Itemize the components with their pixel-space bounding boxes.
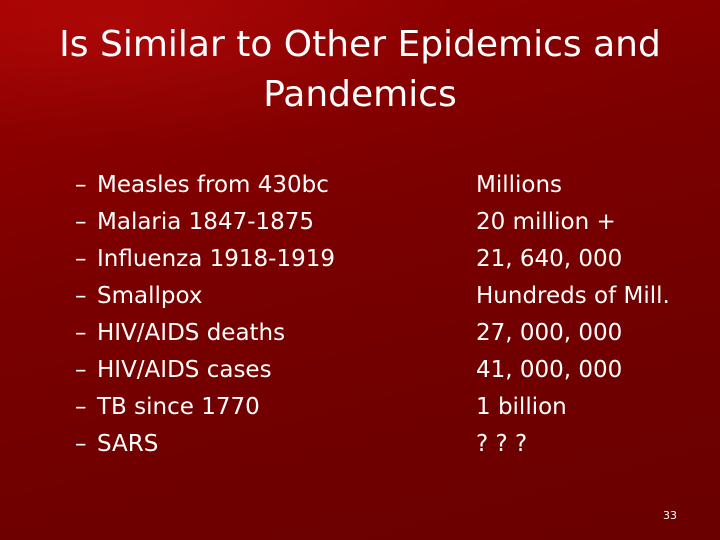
bullet-dash: – bbox=[75, 394, 87, 420]
disease-list: – Measles from 430bc – Malaria 1847-1875 –… bbox=[75, 167, 335, 463]
disease-label: Smallpox bbox=[97, 283, 203, 309]
bullet-dash: – bbox=[75, 431, 87, 457]
bullet-dash: – bbox=[75, 172, 87, 198]
disease-label: Measles from 430bc bbox=[97, 172, 329, 198]
disease-item: – TB since 1770 bbox=[75, 389, 335, 426]
slide-title: Is Similar to Other Epidemics and Pandem… bbox=[0, 20, 720, 120]
page-number: 33 bbox=[663, 509, 677, 522]
disease-item: – Measles from 430bc bbox=[75, 167, 335, 204]
bullet-dash: – bbox=[75, 246, 87, 272]
toll-item: 41, 000, 000 bbox=[476, 357, 623, 383]
disease-item: – SARS bbox=[75, 426, 335, 463]
slide-title-line-1: Is Similar to Other Epidemics and bbox=[59, 24, 661, 65]
bullet-dash: – bbox=[75, 320, 87, 346]
disease-label: Malaria 1847-1875 bbox=[97, 209, 315, 235]
bullet-dash: – bbox=[75, 357, 87, 383]
toll-list: Millions 20 million + 21, 640, 000 Hundr… bbox=[476, 167, 670, 463]
disease-label: Influenza 1918-1919 bbox=[97, 246, 335, 272]
disease-item: – Malaria 1847-1875 bbox=[75, 204, 335, 241]
disease-label: HIV/AIDS cases bbox=[97, 357, 272, 383]
toll-item: Hundreds of Mill. bbox=[476, 283, 670, 309]
disease-label: TB since 1770 bbox=[97, 394, 260, 420]
disease-item: – HIV/AIDS deaths bbox=[75, 315, 335, 352]
toll-item: ? ? ? bbox=[476, 431, 528, 457]
toll-item: 1 billion bbox=[476, 394, 567, 420]
toll-item: 21, 640, 000 bbox=[476, 246, 623, 272]
bullet-dash: – bbox=[75, 283, 87, 309]
disease-label: HIV/AIDS deaths bbox=[97, 320, 286, 346]
disease-label: SARS bbox=[97, 431, 159, 457]
toll-item: 20 million + bbox=[476, 209, 616, 235]
disease-item: – Smallpox bbox=[75, 278, 335, 315]
toll-item: 27, 000, 000 bbox=[476, 320, 623, 346]
toll-item: Millions bbox=[476, 172, 563, 198]
disease-item: – HIV/AIDS cases bbox=[75, 352, 335, 389]
bullet-dash: – bbox=[75, 209, 87, 235]
slide-title-line-2: Pandemics bbox=[263, 74, 457, 115]
disease-item: – Influenza 1918-1919 bbox=[75, 241, 335, 278]
